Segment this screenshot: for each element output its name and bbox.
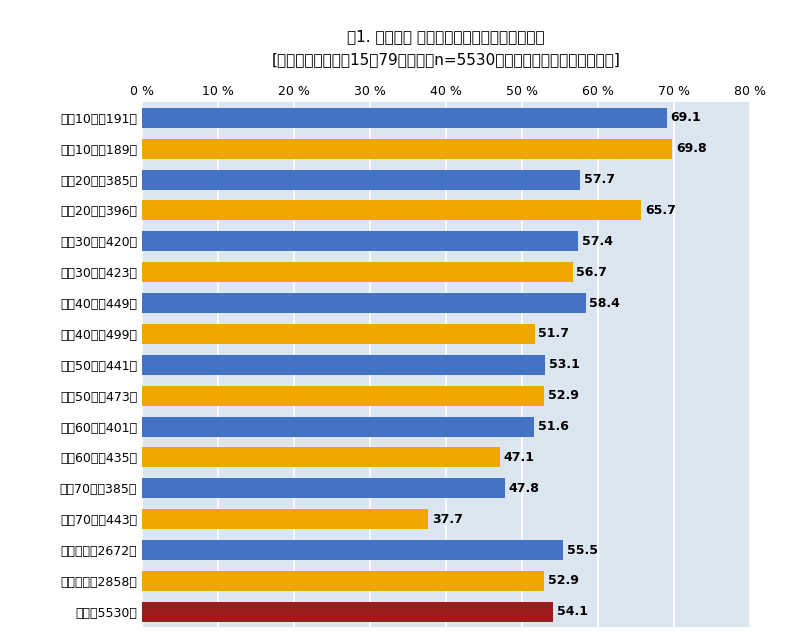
Text: 52.9: 52.9 [548,389,578,402]
Bar [142,540,563,560]
Bar [142,571,544,591]
Bar [142,170,580,189]
Bar [142,324,535,344]
Bar [142,231,578,252]
Bar [142,447,499,467]
Title: 図1. 性年代別 「倍速視聴をすることがある」
[調査対象：全国・15〜79歳・男女n=5530（動画視聴をする方が対象）]: 図1. 性年代別 「倍速視聴をすることがある」 [調査対象：全国・15〜79歳・… [271,29,620,67]
Text: 47.8: 47.8 [509,482,540,495]
Bar [142,293,585,313]
Bar [142,509,428,529]
Text: 52.9: 52.9 [548,574,578,588]
Text: 56.7: 56.7 [577,266,608,278]
Text: 51.6: 51.6 [537,420,569,433]
Bar [142,355,545,375]
Bar [142,139,672,159]
Bar [142,200,641,220]
Bar [142,386,544,406]
Bar [142,478,505,499]
Text: 54.1: 54.1 [557,605,588,618]
Bar [142,417,534,436]
Bar [142,262,573,282]
Text: 37.7: 37.7 [432,513,463,525]
Bar [142,602,553,622]
Text: 69.1: 69.1 [671,111,701,124]
Text: 69.8: 69.8 [676,142,706,156]
Text: 57.7: 57.7 [584,173,615,186]
Text: 55.5: 55.5 [567,543,598,557]
Bar [142,108,667,128]
Text: 57.4: 57.4 [581,235,613,248]
Text: 58.4: 58.4 [589,296,620,310]
Text: 47.1: 47.1 [503,451,534,464]
Text: 51.7: 51.7 [538,328,570,340]
Text: 53.1: 53.1 [549,358,580,371]
Text: 65.7: 65.7 [645,204,675,217]
